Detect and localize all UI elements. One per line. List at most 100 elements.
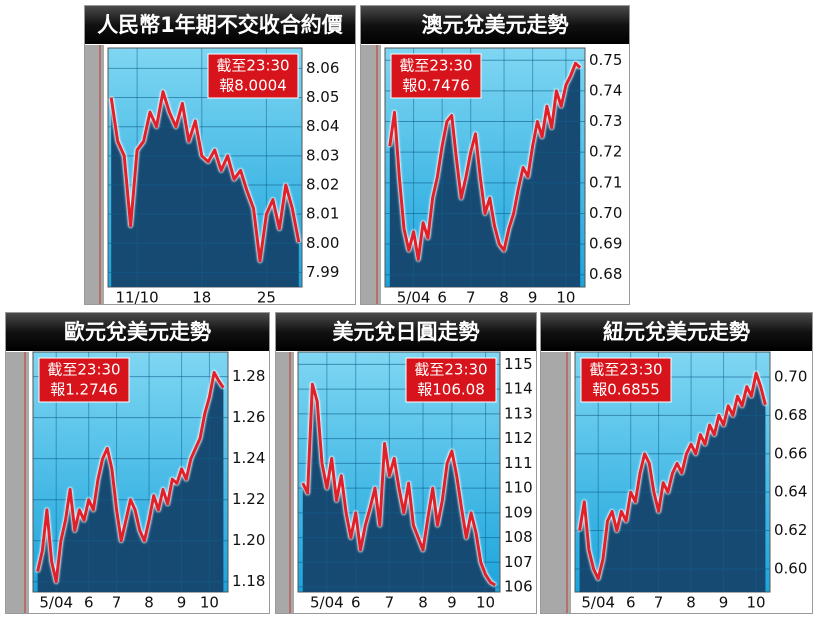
x-tick-label: 8 [499,289,509,307]
annotation-text: 截至23:30 [414,361,487,379]
y-tick-label: 0.74 [589,81,622,99]
x-tick-label: 5/04 [310,594,344,612]
price-line [578,371,767,581]
left-strip [276,352,294,613]
annotation-text: 報106.08 [417,381,485,399]
y-tick-label: 110 [504,479,533,497]
chart-panel: 澳元兌美元走勢 0.75 0.74 0.73 0.72 0.71 0.70 0.69 0.68 5… [360,5,630,307]
x-tick-label: 18 [192,289,211,307]
title-bar [6,313,269,351]
annotation-box [207,53,299,99]
x-tick-label: 5/04 [397,289,431,307]
annotation-box [390,53,482,99]
chart-panel: 美元兌日圓走勢1151141131121111101091081071065/0… [275,312,537,614]
x-tick-label: 7 [466,289,476,307]
title-bar [276,313,536,351]
y-tick-label: 0.60 [774,559,807,577]
y-tick-label: 0.68 [589,265,622,283]
y-tick-label: 1.26 [232,408,265,426]
area-fill [111,91,299,287]
x-tick-label: 5/04 [39,594,73,612]
y-tick-label: 0.66 [774,444,807,462]
chart-title: 紐元兌美元走勢 [603,320,750,344]
chart-title: 人民幣1年期不交收合約價 [97,13,344,37]
price-line [388,61,582,261]
y-tick-label: 1.22 [232,490,265,508]
y-tick-label: 108 [504,528,533,546]
x-tick-label: 6 [351,594,361,612]
x-tick-label: 11/10 [115,289,158,307]
y-tick-label: 113 [504,404,533,422]
x-tick-label: 6 [84,594,94,612]
chart-title: 美元兌日圓走勢 [333,320,480,344]
y-tick-label: 0.73 [589,112,622,130]
y-tick-label: 112 [504,429,533,447]
y-tick-label: 8.01 [306,205,339,223]
x-tick-label: 6 [437,289,447,307]
y-tick-label: 1.28 [232,367,265,385]
annotation-text: 報8.0004 [219,77,287,95]
y-tick-label: 7.99 [306,263,339,281]
x-tick-label: 10 [747,594,766,612]
y-tick-label: 8.00 [306,234,339,252]
chart-title: 歐元兌美元走勢 [64,320,211,344]
y-tick-label: 0.72 [589,143,622,161]
x-tick-label: 9 [177,594,187,612]
title-bar [541,313,812,351]
y-tick-label: 8.05 [306,88,339,106]
y-tick-label: 8.02 [306,175,339,193]
annotation-text: 截至23:30 [47,361,120,379]
chart-title: 澳元兌美元走勢 [422,13,569,37]
x-tick-label: 7 [654,594,664,612]
annotation-text: 報0.7476 [402,77,470,95]
annotation-text: 截至23:30 [216,57,289,75]
y-tick-label: 0.68 [774,406,807,424]
price-line [301,382,496,587]
y-tick-label: 0.70 [589,204,622,222]
chart-panel: 紐元兌美元走勢 0.70 0.68 0.66 0.64 0.62 0.60 5/04 6 7 8 9 1… [540,312,813,614]
price-line [36,371,225,584]
annotation-box [580,357,672,403]
x-tick-label: 8 [686,594,696,612]
annotation-box [38,357,130,403]
x-tick-label: 25 [257,289,276,307]
title-bar [361,6,629,44]
chart-panel: 歐元兌美元走勢 1.28 1.26 1.24 1.22 1.20 1.18 5/04 6 7 8 9 1… [5,312,270,614]
area-fill [579,373,766,592]
annotation-box [405,357,497,403]
chart-panel: 人民幣1年期不交收合約價 8.06 8.05 8.04 8.03 8.02 8.01 8.00… [84,5,356,307]
x-tick-label: 8 [144,594,154,612]
y-tick-label: 8.04 [306,117,339,135]
x-tick-label: 10 [556,289,575,307]
x-tick-label: 8 [418,594,428,612]
y-tick-label: 0.70 [774,367,807,385]
y-tick-label: 8.03 [306,146,339,164]
x-tick-label: 9 [528,289,538,307]
x-tick-label: 7 [112,594,122,612]
y-tick-label: 1.20 [232,531,265,549]
y-tick-label: 1.24 [232,449,265,467]
y-tick-label: 114 [504,380,533,398]
left-strip [6,352,29,613]
y-tick-label: 0.69 [589,235,622,253]
annotation-text: 截至23:30 [589,361,662,379]
area-fill [37,372,224,592]
annotation-text: 報0.6855 [592,381,660,399]
y-tick-label: 0.62 [774,521,807,539]
y-tick-label: 115 [504,355,533,373]
y-tick-label: 107 [504,553,533,571]
left-strip [85,45,104,304]
y-tick-label: 106 [504,578,533,596]
y-tick-label: 8.06 [306,59,339,77]
y-tick-label: 0.64 [774,483,807,501]
x-tick-label: 10 [200,594,219,612]
x-tick-label: 6 [626,594,636,612]
x-tick-label: 9 [447,594,457,612]
y-tick-label: 109 [504,503,533,521]
y-tick-label: 1.18 [232,572,265,590]
x-tick-label: 5/04 [581,594,615,612]
y-tick-label: 0.71 [589,173,622,191]
title-bar [85,6,355,44]
x-tick-label: 7 [385,594,395,612]
